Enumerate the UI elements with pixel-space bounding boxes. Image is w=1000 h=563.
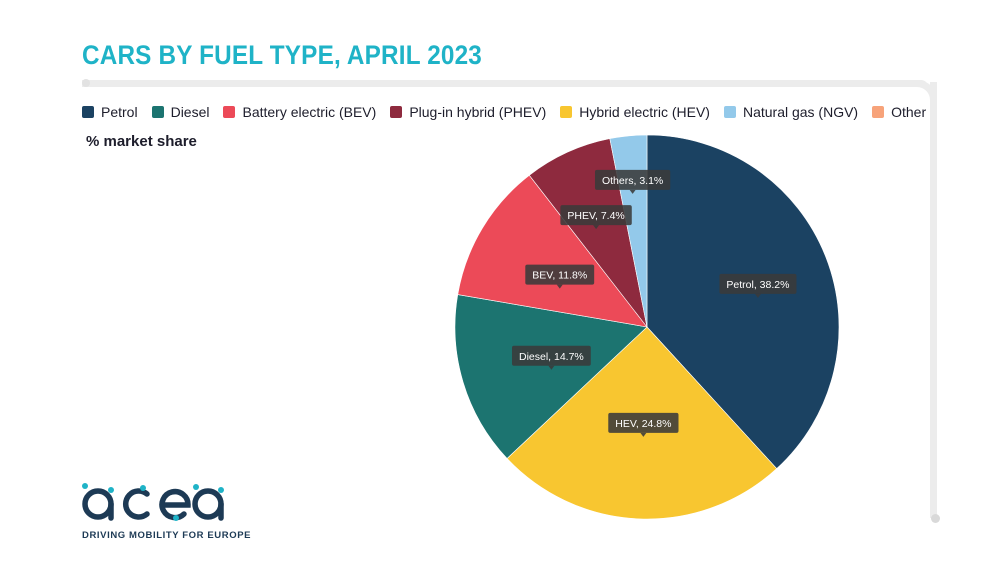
data-label-pointer — [548, 365, 555, 370]
legend-label: Natural gas (NGV) — [742, 104, 859, 120]
data-label-text: Diesel, 14.7% — [519, 351, 584, 363]
legend-label: Diesel — [170, 104, 210, 120]
data-label-text: HEV, 24.8% — [615, 418, 671, 430]
acea-logo — [82, 483, 224, 521]
legend-swatch — [560, 106, 573, 118]
chart-subtitle: % market share — [86, 133, 197, 150]
data-label-pointer — [640, 432, 647, 437]
legend-item-ngv[interactable]: Natural gas (NGV) — [723, 104, 859, 120]
legend-item-phev[interactable]: Plug-in hybrid (PHEV) — [390, 104, 546, 120]
legend-swatch — [723, 106, 736, 118]
chart-legend: Petrol Diesel Battery electric (BEV) Plu… — [82, 104, 940, 120]
frame-dot-bottom — [931, 514, 940, 523]
legend-label: Battery electric (BEV) — [242, 104, 377, 120]
data-label-others: Others, 3.1% — [594, 169, 671, 194]
logo-tagline: DRIVING MOBILITY FOR EUROPE — [82, 530, 252, 541]
frame-dot-left — [82, 79, 90, 87]
frame-right-line — [930, 82, 937, 518]
frame-corner — [908, 80, 937, 109]
data-label-box — [560, 205, 632, 226]
legend-item-petrol[interactable]: Petrol — [82, 104, 138, 120]
data-label-box — [511, 345, 591, 366]
legend-swatch — [151, 106, 164, 118]
legend-label: Plug-in hybrid (PHEV) — [409, 104, 547, 120]
data-label-box — [719, 273, 797, 294]
data-label-pointer — [556, 284, 563, 289]
data-label-petrol: Petrol, 38.2% — [719, 273, 797, 298]
legend-item-diesel[interactable]: Diesel — [151, 104, 210, 120]
data-label-pointer — [593, 225, 600, 230]
legend-swatch — [872, 106, 885, 118]
data-label-phev: PHEV, 7.4% — [560, 205, 632, 230]
pie-slice-diesel[interactable] — [454, 294, 648, 459]
legend-swatch — [82, 106, 94, 118]
legend-item-hev[interactable]: Hybrid electric (HEV) — [560, 104, 710, 120]
data-label-box — [594, 169, 671, 190]
pie-slice-petrol[interactable] — [646, 134, 840, 470]
pie-slice-bev[interactable] — [457, 174, 648, 328]
data-label-text: Others, 3.1% — [602, 175, 663, 187]
legend-label: Hybrid electric (HEV) — [579, 104, 710, 120]
data-label-text: BEV, 11.8% — [532, 270, 587, 282]
data-label-pointer — [629, 189, 636, 194]
data-label-box — [525, 264, 595, 285]
data-label-pointer — [754, 293, 761, 298]
data-label-bev: BEV, 11.8% — [525, 264, 595, 289]
chart-title: CARS BY FUEL TYPE, APRIL 2023 — [82, 40, 482, 70]
legend-label: Other — [891, 104, 927, 120]
data-label-diesel: Diesel, 14.7% — [511, 345, 591, 370]
data-label-text: Petrol, 38.2% — [726, 279, 789, 291]
legend-swatch — [223, 106, 236, 118]
data-label-hev: HEV, 24.8% — [608, 412, 679, 437]
frame-top-line — [82, 80, 928, 87]
data-label-text: PHEV, 7.4% — [567, 210, 624, 222]
data-label-box — [608, 412, 679, 433]
legend-label: Petrol — [101, 104, 138, 120]
legend-item-bev[interactable]: Battery electric (BEV) — [223, 104, 376, 120]
legend-swatch — [390, 106, 403, 118]
legend-item-other[interactable]: Other — [872, 104, 926, 120]
